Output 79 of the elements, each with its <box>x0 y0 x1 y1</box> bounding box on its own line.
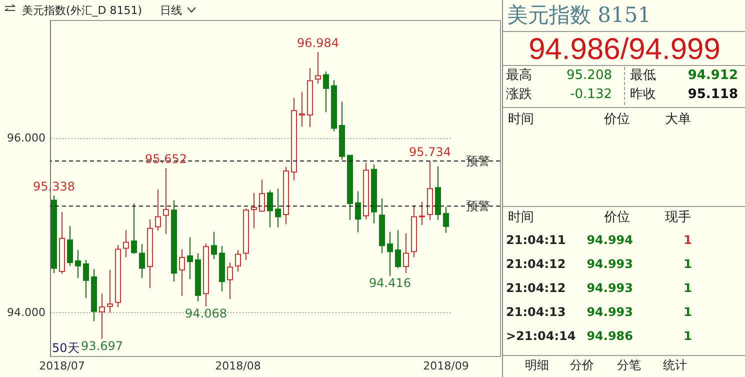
text: 95.118 <box>688 87 738 102</box>
text: 94.993 <box>586 281 633 295</box>
text: 1 <box>684 329 692 343</box>
candlestick <box>179 248 185 296</box>
text: 21:04:11 <box>506 233 566 247</box>
annotation: 50天 <box>52 341 80 355</box>
candlestick <box>259 179 265 212</box>
text: 21:04:12 <box>506 281 566 295</box>
text: 94.994 <box>586 233 633 247</box>
chart-title: 美元指数(外汇_D 8151) <box>22 3 142 18</box>
text: 统计 <box>663 358 687 372</box>
candlestick <box>67 226 73 266</box>
text: 最低 <box>630 68 656 83</box>
candlestick <box>419 201 425 226</box>
text: -0.132 <box>570 87 612 102</box>
text: 时间 <box>508 210 534 225</box>
annotation: 94.068 <box>185 306 227 320</box>
text: 1 <box>684 257 692 271</box>
annotation: 96.984 <box>297 36 339 50</box>
text: 昨收 <box>630 87 656 102</box>
candlestick <box>123 230 129 258</box>
text: 94.986/94.999 <box>528 33 722 66</box>
text: 94.993 <box>586 305 633 319</box>
text: 涨跌 <box>506 87 532 102</box>
candlestick <box>227 262 233 300</box>
x-tick-label: 2018/08 <box>215 360 261 372</box>
text: 1 <box>684 281 692 295</box>
candlestick <box>83 259 89 299</box>
text: 1 <box>684 233 692 247</box>
candlestick <box>107 269 113 313</box>
ref-line-label: 预警 <box>466 154 490 168</box>
text: 1 <box>684 305 692 319</box>
text: 21:04:12 <box>506 257 566 271</box>
text: 价位 <box>604 112 630 127</box>
candlestick <box>99 293 105 340</box>
candlestick <box>387 231 393 277</box>
candlestick <box>155 189 161 232</box>
candlestick <box>235 249 241 272</box>
candlestick <box>315 51 321 84</box>
text: 21:04:13 <box>506 305 566 319</box>
text: 现手 <box>665 210 691 225</box>
ref-line-label: 预警 <box>466 199 490 214</box>
x-tick-label: 2018/09 <box>423 360 469 372</box>
candlestick <box>131 203 137 254</box>
y-tick-label: 96.000 <box>7 131 46 144</box>
annotation: 95.734 <box>409 145 451 160</box>
text: 明细 <box>525 358 549 372</box>
chart-subtitle: 日线 <box>160 3 182 18</box>
annotation: 95.652 <box>145 152 187 166</box>
candlestick <box>299 91 305 128</box>
candlestick <box>323 70 329 113</box>
candlestick <box>267 190 273 228</box>
text: 分笔 <box>617 358 641 372</box>
candlestick <box>187 236 193 280</box>
candlestick <box>403 232 409 274</box>
text: 95.208 <box>566 68 612 83</box>
annotation: 94.416 <box>369 276 411 290</box>
text: 分价 <box>570 358 594 372</box>
x-tick-label: 2018/07 <box>39 360 85 372</box>
candlestick <box>395 230 401 269</box>
candlestick <box>211 231 217 260</box>
candlestick <box>163 168 169 234</box>
candlestick <box>75 249 81 279</box>
text: 美元指数 8151 <box>507 3 652 27</box>
candlestick <box>443 206 449 234</box>
candlestick <box>251 192 257 229</box>
candlestick <box>355 190 361 233</box>
candlestick <box>139 243 145 279</box>
text: 94.986 <box>586 329 633 343</box>
candlestick <box>275 188 281 228</box>
text: 价位 <box>604 210 630 225</box>
text: 最高 <box>506 68 532 83</box>
text: 94.993 <box>586 257 633 271</box>
text: >21:04:14 <box>506 329 576 343</box>
y-tick-label: 94.000 <box>7 306 46 319</box>
text: 94.912 <box>688 68 738 83</box>
text: 时间 <box>508 112 534 127</box>
text: 大单 <box>665 112 691 127</box>
annotation: 93.697 <box>81 338 123 353</box>
